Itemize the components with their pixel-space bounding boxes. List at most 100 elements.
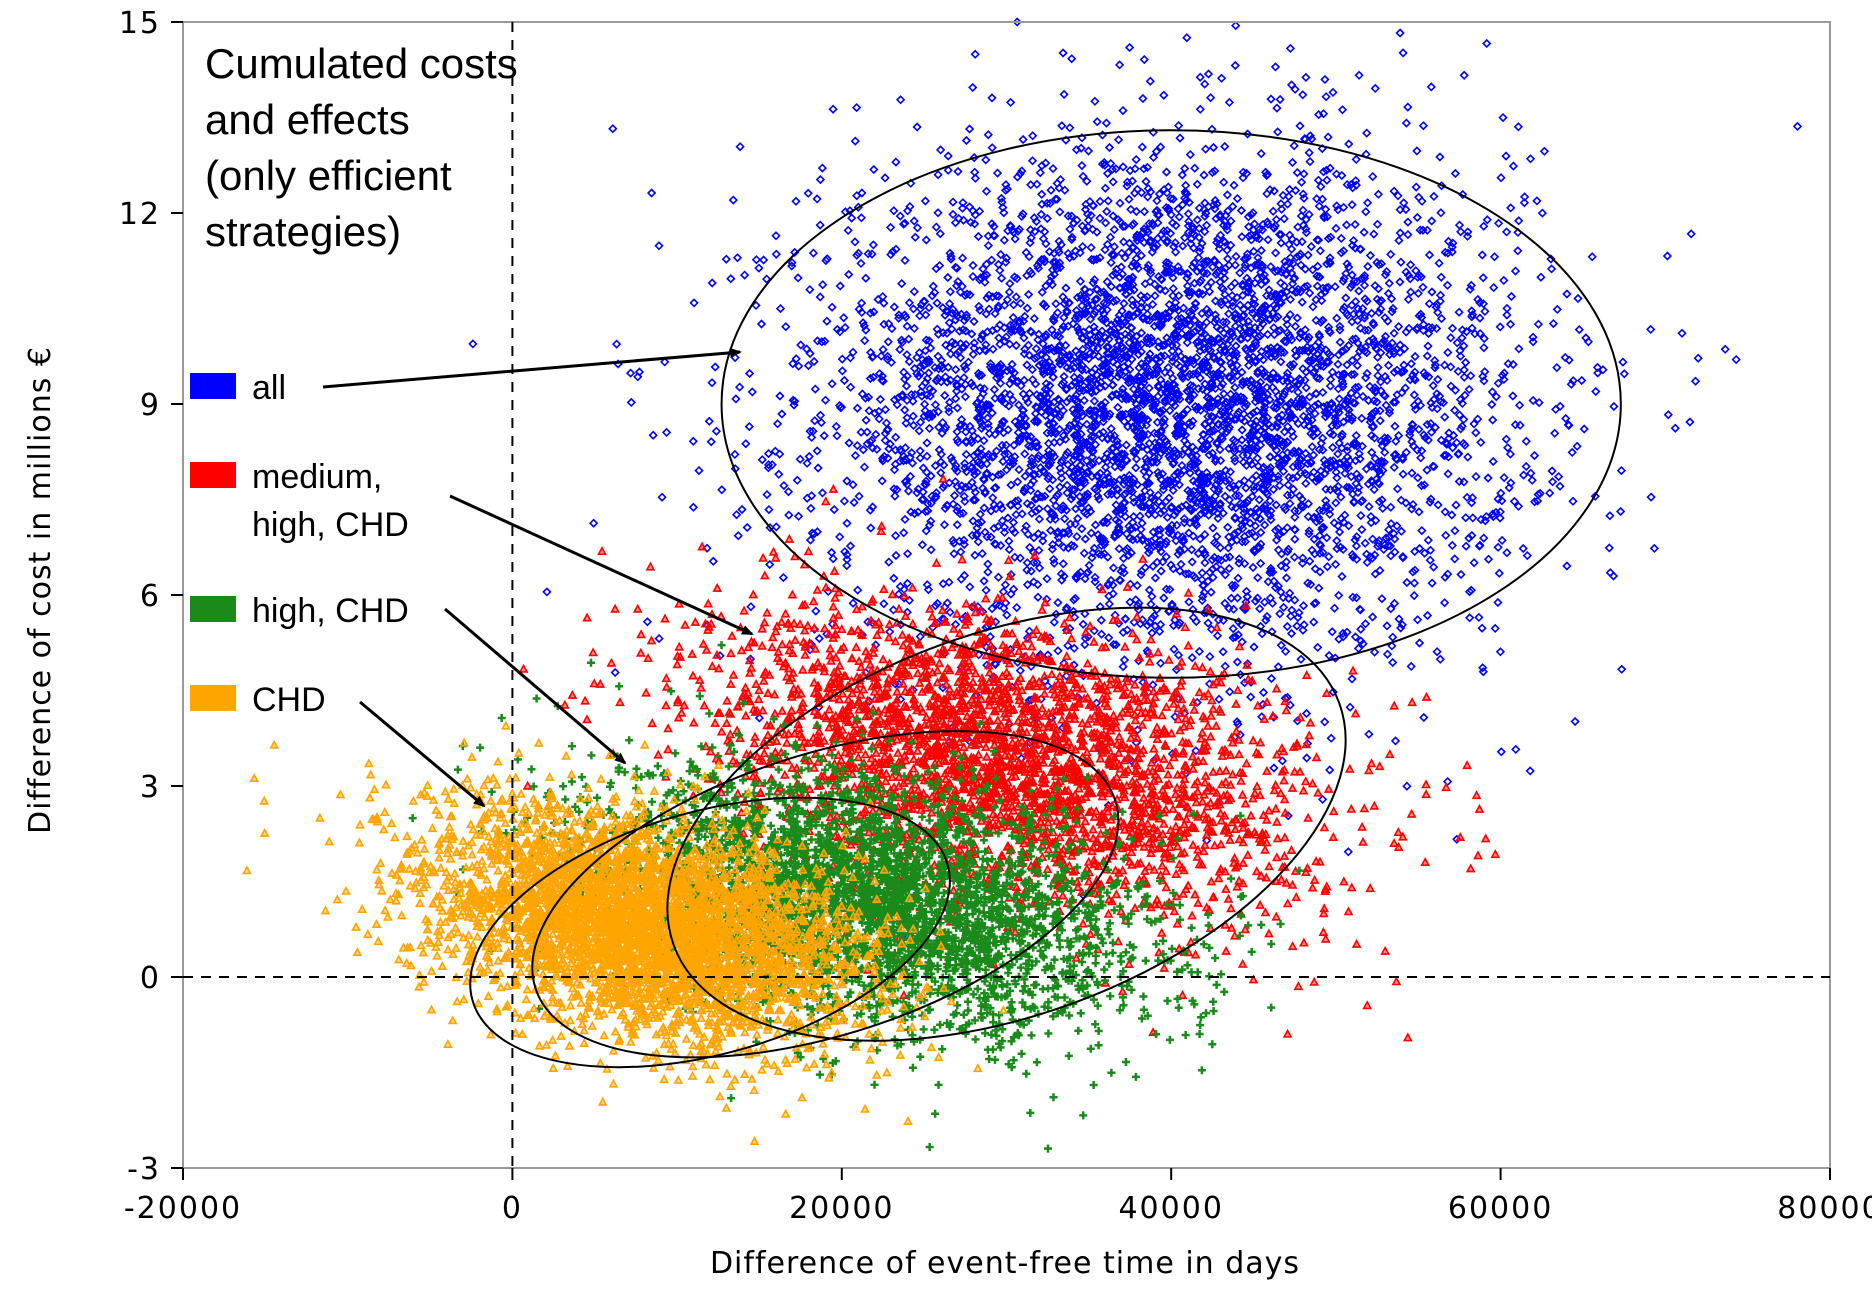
data-point	[1521, 436, 1531, 446]
data-point	[901, 418, 911, 428]
data-point	[879, 599, 889, 609]
data-point	[746, 602, 756, 612]
data-point	[1259, 597, 1270, 607]
data-point	[1318, 445, 1328, 455]
data-point	[1253, 461, 1263, 471]
data-point	[1249, 642, 1259, 652]
data-point	[1386, 249, 1396, 260]
data-point	[1059, 571, 1069, 581]
data-point	[1409, 578, 1420, 588]
data-point	[694, 465, 704, 476]
data-point	[1045, 484, 1055, 494]
data-point	[1027, 375, 1038, 385]
data-point	[1303, 499, 1314, 509]
data-point	[1352, 360, 1363, 371]
data-point	[1409, 373, 1419, 384]
data-point	[1077, 241, 1088, 252]
data-point	[1138, 93, 1148, 104]
data-point	[832, 431, 842, 441]
data-point	[1012, 477, 1023, 487]
data-point	[1514, 216, 1524, 226]
data-point	[1373, 284, 1384, 294]
data-point	[1372, 397, 1382, 407]
data-point	[1406, 359, 1416, 369]
data-point	[1015, 298, 1026, 308]
data-point	[1135, 511, 1145, 521]
data-point	[1583, 337, 1594, 347]
data-point	[1121, 440, 1131, 450]
data-point	[1285, 43, 1296, 54]
data-point	[945, 607, 955, 617]
data-point	[1313, 642, 1323, 653]
data-point	[895, 211, 905, 221]
data-point	[1230, 321, 1241, 331]
data-point	[949, 549, 959, 559]
data-point	[610, 667, 620, 678]
data-point	[1048, 554, 1059, 565]
data-point	[1315, 246, 1325, 256]
data-point	[1053, 597, 1063, 608]
data-point	[815, 220, 825, 230]
data-point	[1257, 629, 1267, 639]
data-point	[1646, 324, 1656, 335]
data-point	[706, 437, 716, 447]
data-point	[1305, 556, 1315, 566]
data-point	[1012, 172, 1023, 182]
data-point	[1072, 531, 1082, 542]
data-point	[1308, 302, 1318, 312]
data-point	[1367, 553, 1378, 563]
data-point	[1147, 628, 1157, 638]
data-point	[1604, 543, 1614, 553]
data-point	[1022, 360, 1032, 370]
data-point	[1296, 654, 1306, 664]
data-point	[1058, 48, 1068, 58]
data-point	[1459, 372, 1469, 382]
data-point	[1248, 562, 1258, 573]
data-point	[1377, 594, 1387, 604]
data-point	[1020, 311, 1030, 322]
data-point	[1443, 248, 1453, 258]
data-point	[813, 463, 823, 473]
data-point	[981, 585, 991, 595]
data-point	[1230, 382, 1240, 393]
data-point	[1072, 310, 1082, 321]
data-point	[1427, 578, 1437, 588]
data-point	[886, 357, 897, 368]
data-point	[952, 434, 962, 445]
data-point	[1463, 452, 1473, 462]
data-point	[1525, 154, 1536, 164]
data-point	[1441, 530, 1451, 541]
data-point	[1351, 430, 1361, 441]
points-layer	[242, 17, 1803, 1153]
data-point	[866, 523, 876, 533]
data-point	[1508, 161, 1519, 171]
data-point	[991, 446, 1002, 456]
data-point	[1391, 436, 1401, 446]
data-point	[891, 432, 901, 442]
data-point	[1153, 218, 1163, 228]
data-point	[1450, 526, 1460, 536]
data-point	[1028, 131, 1038, 141]
data-point	[1309, 617, 1319, 627]
data-point	[953, 166, 963, 177]
data-point	[1108, 177, 1118, 187]
data-point	[1572, 441, 1582, 451]
data-point	[1276, 238, 1286, 248]
data-point	[1052, 308, 1063, 318]
data-point	[711, 426, 722, 436]
data-point	[1310, 564, 1320, 574]
data-point	[1063, 248, 1073, 259]
data-point	[1014, 400, 1024, 410]
data-point	[957, 253, 968, 263]
data-point	[1286, 628, 1297, 639]
data-point	[1362, 347, 1372, 358]
data-point	[1301, 708, 1312, 719]
data-point	[765, 559, 775, 570]
data-point	[1677, 328, 1687, 338]
data-point	[921, 310, 931, 320]
data-point	[1077, 524, 1087, 534]
data-point	[1482, 215, 1492, 225]
data-point	[611, 339, 622, 349]
data-point	[1488, 509, 1498, 519]
data-point	[1361, 207, 1371, 217]
